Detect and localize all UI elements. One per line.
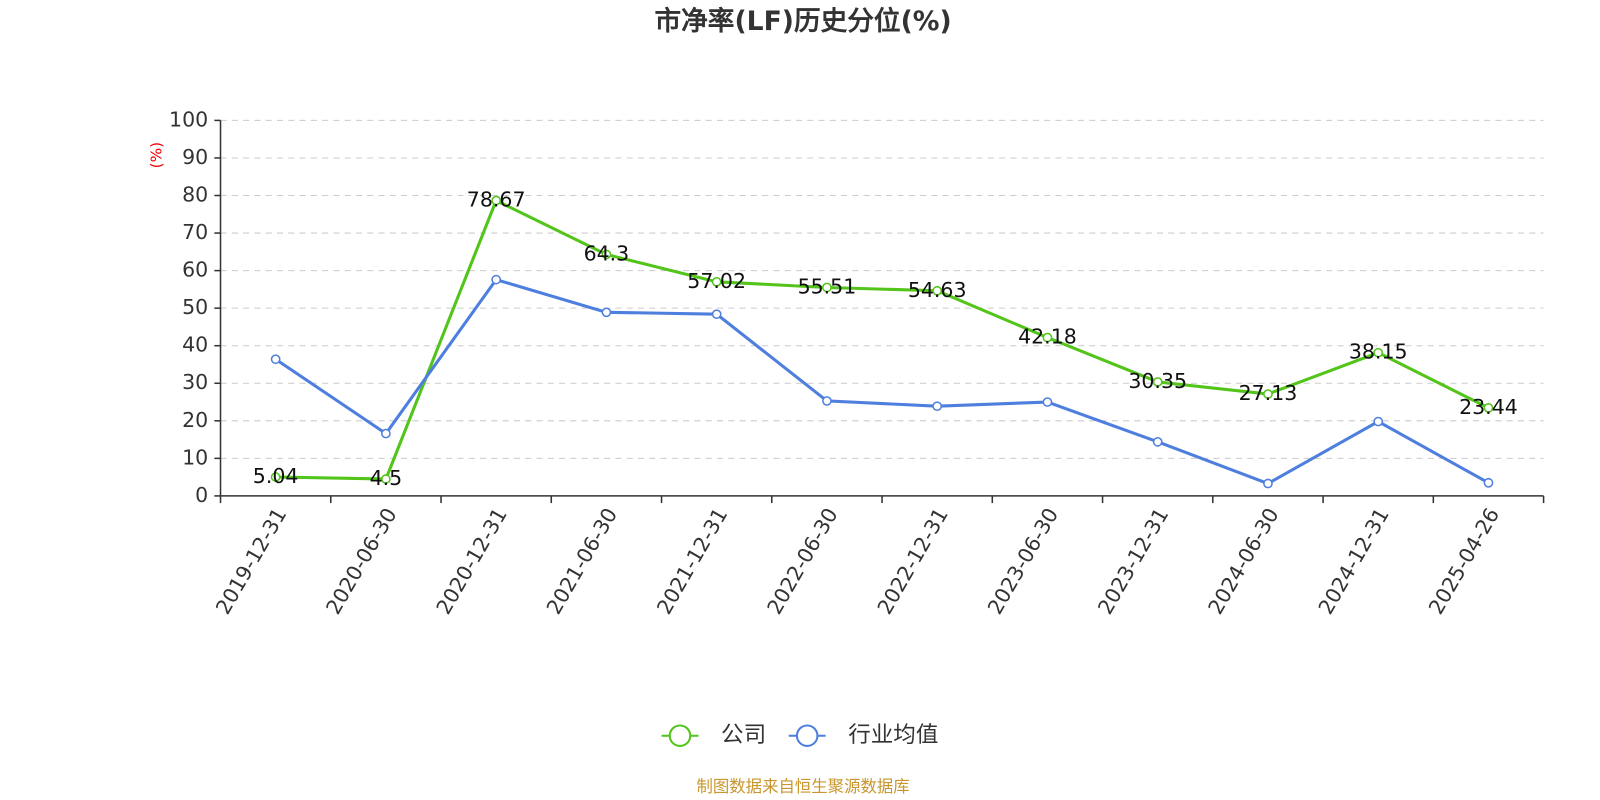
data-label: 5.04 — [253, 464, 299, 488]
data-point — [1263, 478, 1273, 489]
legend-label[interactable]: 公司 — [721, 722, 766, 748]
data-point — [1483, 477, 1494, 488]
y-tick-label: 70 — [182, 220, 208, 244]
y-tick-label: 60 — [182, 258, 208, 282]
data-point — [381, 474, 391, 484]
y-tick-label: 30 — [182, 370, 208, 394]
data-point — [1373, 416, 1384, 427]
x-tick-label: 2024-06-30 — [1203, 504, 1283, 619]
y-tick-label: 40 — [182, 333, 208, 357]
data-point — [491, 195, 502, 206]
data-point — [1042, 332, 1053, 343]
x-tick-label: 2021-06-30 — [542, 504, 622, 619]
data-label: 42.18 — [1018, 325, 1077, 349]
x-tick-label: 2023-06-30 — [983, 504, 1063, 619]
y-tick-label: 20 — [182, 408, 208, 432]
chart-title: 市净率(LF)历史分位(%) — [655, 6, 952, 37]
data-point — [381, 428, 391, 439]
data-label: 55.51 — [798, 275, 857, 299]
data-point — [270, 354, 281, 365]
data-label: 57.02 — [687, 269, 746, 293]
series-line — [274, 277, 1490, 486]
x-tick-label: 2020-06-30 — [321, 504, 401, 619]
data-point — [1373, 347, 1384, 358]
data-point — [601, 307, 612, 318]
data-label: 4.5 — [370, 466, 403, 490]
data-point — [711, 309, 722, 320]
data-point — [932, 285, 943, 296]
data-point — [491, 274, 502, 285]
x-tick-label: 2025-04-26 — [1424, 504, 1504, 619]
x-tick-label: 2022-12-31 — [872, 504, 952, 619]
legend-label[interactable]: 行业均值 — [848, 722, 938, 748]
x-tick-label: 2019-12-31 — [211, 504, 291, 619]
x-tick-label: 2024-12-31 — [1313, 504, 1393, 619]
data-label: 23.44 — [1459, 395, 1518, 419]
data-point — [270, 472, 281, 482]
legend-marker — [795, 724, 819, 747]
source-note: 制图数据来自恒生聚源数据库 — [696, 777, 909, 796]
y-tick-label: 50 — [182, 295, 208, 319]
data-point — [711, 276, 722, 287]
data-label: 64.3 — [584, 241, 630, 265]
data-point — [1483, 403, 1494, 413]
x-tick-label: 2022-06-30 — [762, 504, 842, 619]
data-label: 38.15 — [1349, 340, 1408, 364]
data-point — [822, 282, 832, 293]
legend-marker — [668, 724, 692, 747]
y-tick-label: 10 — [182, 445, 208, 469]
data-point — [1042, 397, 1053, 407]
data-point — [1263, 389, 1273, 399]
y-tick-label: 0 — [195, 483, 208, 507]
series-line — [275, 198, 1490, 481]
y-axis-label: (%) — [147, 142, 165, 168]
data-point — [932, 401, 943, 412]
data-point — [822, 396, 832, 406]
data-label: 27.13 — [1239, 381, 1298, 405]
y-tick-label: 100 — [169, 107, 208, 131]
x-tick-label: 2023-12-31 — [1093, 504, 1173, 619]
y-tick-label: 90 — [182, 145, 208, 169]
data-label: 54.63 — [908, 278, 967, 302]
x-tick-label: 2020-12-31 — [431, 504, 511, 619]
y-tick-label: 80 — [182, 183, 208, 207]
data-point — [1152, 436, 1163, 447]
data-label: 30.35 — [1128, 369, 1187, 393]
x-tick-label: 2021-12-31 — [652, 504, 732, 619]
data-point — [601, 249, 612, 260]
data-point — [1152, 377, 1163, 387]
data-label: 78.67 — [467, 188, 526, 212]
